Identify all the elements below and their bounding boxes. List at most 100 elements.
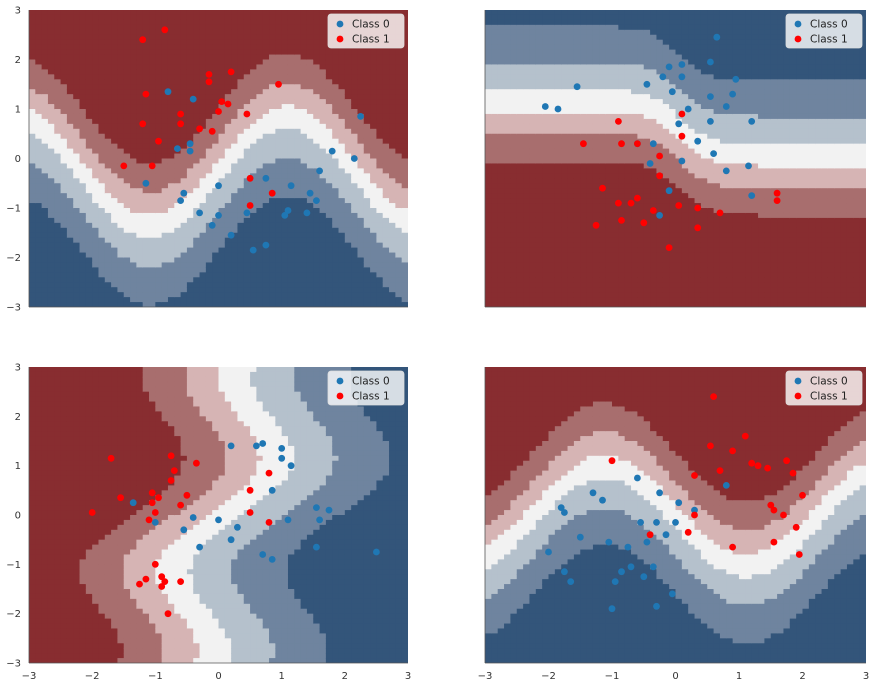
point-class-0 <box>678 61 686 68</box>
point-class-1 <box>748 459 756 467</box>
point-class-0 <box>243 209 251 217</box>
point-class-0 <box>608 605 616 613</box>
point-class-1 <box>265 469 273 477</box>
point-class-0 <box>287 462 295 470</box>
point-class-1 <box>246 486 254 494</box>
point-class-0 <box>208 221 216 229</box>
point-class-1 <box>656 172 663 180</box>
point-class-1 <box>177 110 185 118</box>
point-class-0 <box>164 88 172 96</box>
legend: Class 0 Class 1 <box>327 13 405 49</box>
point-class-1 <box>205 71 213 78</box>
legend-marker-class-1 <box>794 392 802 400</box>
legend-box <box>785 370 863 406</box>
legend-box <box>327 13 405 49</box>
point-class-0 <box>541 103 549 110</box>
point-class-1 <box>265 519 273 526</box>
point-class-1 <box>151 509 159 516</box>
decision-surface <box>29 10 408 307</box>
point-class-1 <box>770 538 778 546</box>
y-tick-label: 0 <box>15 154 21 165</box>
point-class-0 <box>215 516 222 524</box>
point-class-0 <box>707 58 714 66</box>
point-class-0 <box>227 442 235 450</box>
point-class-0 <box>186 140 194 148</box>
point-class-0 <box>554 105 562 113</box>
x-tick-label: −3 <box>478 671 493 682</box>
point-class-1 <box>161 578 169 585</box>
point-class-0 <box>316 167 323 175</box>
point-class-1 <box>741 432 749 440</box>
point-class-0 <box>653 602 660 610</box>
point-class-0 <box>313 504 320 511</box>
point-class-0 <box>665 187 673 195</box>
legend-label-class-0: Class 0 <box>810 376 848 388</box>
x-tick-label: −2 <box>541 671 556 682</box>
point-class-1 <box>707 442 714 450</box>
point-class-0 <box>215 212 222 219</box>
point-class-0 <box>573 83 581 91</box>
point-class-0 <box>710 150 717 158</box>
point-class-1 <box>608 457 616 465</box>
legend-box <box>327 370 405 406</box>
point-class-0 <box>576 533 584 541</box>
point-class-0 <box>653 519 660 526</box>
point-class-0 <box>605 538 613 546</box>
point-class-0 <box>684 105 692 113</box>
point-class-0 <box>129 499 137 507</box>
point-class-0 <box>328 147 336 155</box>
y-tick-label: −2 <box>6 609 21 620</box>
point-class-0 <box>313 543 320 551</box>
point-class-0 <box>142 179 150 187</box>
point-class-1 <box>246 509 254 516</box>
y-tick-label: 2 <box>15 412 21 423</box>
point-class-1 <box>107 454 115 462</box>
point-class-0 <box>174 145 181 153</box>
x-tick-label: 3 <box>863 671 869 682</box>
point-class-0 <box>722 167 730 175</box>
point-class-0 <box>227 536 235 544</box>
point-class-0 <box>627 563 635 571</box>
point-class-0 <box>561 568 568 576</box>
point-class-1 <box>88 509 96 516</box>
legend-box <box>785 13 863 49</box>
point-class-1 <box>773 197 781 205</box>
point-class-1 <box>694 204 702 212</box>
point-class-1 <box>678 132 686 140</box>
point-class-0 <box>268 556 276 563</box>
point-class-0 <box>707 118 714 125</box>
point-class-0 <box>694 137 702 145</box>
point-class-1 <box>665 244 673 252</box>
legend-label-class-0: Class 0 <box>352 376 390 388</box>
x-tick-label: −1 <box>148 671 163 682</box>
point-class-1 <box>148 489 156 497</box>
point-class-0 <box>189 95 197 103</box>
point-class-0 <box>662 531 670 539</box>
point-class-0 <box>643 538 651 546</box>
point-class-0 <box>177 197 185 205</box>
point-class-1 <box>691 511 698 519</box>
point-class-1 <box>649 207 657 214</box>
point-class-1 <box>694 224 702 232</box>
point-class-0 <box>668 590 676 598</box>
point-class-0 <box>707 93 714 100</box>
point-class-0 <box>227 231 235 239</box>
point-class-0 <box>668 88 676 96</box>
point-class-1 <box>148 162 156 170</box>
point-class-0 <box>186 147 194 155</box>
point-class-1 <box>675 202 683 209</box>
point-class-0 <box>640 573 648 581</box>
y-tick-label: −1 <box>6 204 21 215</box>
point-class-0 <box>287 182 295 190</box>
scatter-points <box>120 26 364 254</box>
point-class-0 <box>180 526 188 534</box>
point-class-0 <box>678 157 686 165</box>
point-class-0 <box>748 192 756 200</box>
point-class-1 <box>243 110 251 118</box>
subplot-top-right: Class 0 Class 1 <box>484 10 866 308</box>
point-class-0 <box>561 509 568 516</box>
subplot-top-left: −3 −2 −1 0 1 2 3 Class 0 Class 1 <box>6 6 408 314</box>
point-class-0 <box>373 548 380 556</box>
legend: Class 0 Class 1 <box>785 370 863 406</box>
